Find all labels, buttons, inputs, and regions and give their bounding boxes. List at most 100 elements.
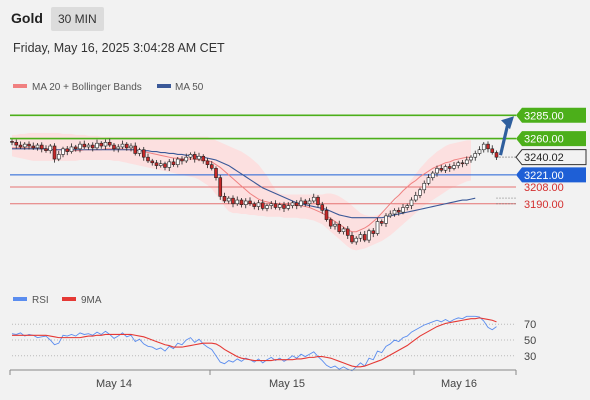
candle <box>86 143 91 150</box>
rsi-tick-label: 50 <box>524 335 536 347</box>
candle <box>486 141 490 153</box>
candle <box>392 208 397 217</box>
candle <box>243 198 248 209</box>
candle <box>307 198 312 208</box>
ma20-legend-swatch <box>13 84 27 88</box>
forecast-arrow-head <box>501 116 514 130</box>
candle <box>188 152 193 160</box>
candle <box>379 219 384 227</box>
candle <box>290 200 295 209</box>
level-label: 3208.00 <box>524 182 564 194</box>
rsi-legend-swatch <box>13 297 27 301</box>
candle <box>231 195 235 208</box>
candle <box>78 141 82 153</box>
level-label: 3260.00 <box>524 134 564 146</box>
candle <box>384 213 388 227</box>
candle <box>116 144 121 153</box>
candle <box>354 236 359 245</box>
x-tick-label: May 16 <box>441 378 477 390</box>
candle <box>316 195 320 208</box>
candle <box>31 142 36 150</box>
candle <box>447 163 452 172</box>
candle <box>282 201 286 212</box>
candle <box>299 197 303 208</box>
candle <box>184 153 189 163</box>
candle <box>95 139 99 150</box>
level-tag-3240.02: 3240.02 <box>515 149 587 166</box>
x-axis: May 14 May 15 May 16 <box>9 370 517 390</box>
candle <box>422 180 427 194</box>
candle <box>39 142 44 153</box>
ma50-legend-label: MA 50 <box>175 82 204 93</box>
candle <box>124 142 129 151</box>
level-tag-3208.00: 3208.00 <box>524 182 564 194</box>
candle <box>14 139 19 149</box>
rsi-ma-legend-swatch <box>62 297 76 301</box>
level-tag-3190.00: 3190.00 <box>524 199 564 211</box>
candle <box>133 142 138 156</box>
candle <box>303 198 308 207</box>
level-label: 3221.00 <box>524 170 564 182</box>
candle <box>129 143 133 152</box>
candle <box>464 156 469 166</box>
rsi-line <box>11 315 497 372</box>
candle <box>61 146 65 158</box>
candle <box>201 154 206 164</box>
candle <box>443 164 448 174</box>
candle <box>430 170 435 181</box>
candle <box>311 193 316 204</box>
candle <box>56 150 61 162</box>
candle <box>405 203 410 211</box>
candle <box>469 155 473 163</box>
candle <box>409 197 414 210</box>
candle <box>22 142 27 150</box>
candle <box>260 199 265 211</box>
level-label: 3285.00 <box>524 110 564 122</box>
candle <box>44 145 48 153</box>
candle <box>163 161 167 171</box>
candle <box>371 227 376 238</box>
candle <box>481 142 486 153</box>
candle <box>388 210 393 218</box>
ma20-legend-label: MA 20 + Bollinger Bands <box>32 82 142 93</box>
candle <box>146 153 150 163</box>
candle <box>107 138 112 148</box>
candle <box>350 231 354 244</box>
candle <box>197 152 201 162</box>
candle <box>167 159 172 171</box>
chart-datetime: Friday, May 16, 2025 3:04:28 AM CET <box>13 41 225 55</box>
ma50-legend-swatch <box>157 84 171 88</box>
candle <box>277 202 282 211</box>
timeframe-button[interactable]: 30 MIN <box>51 7 104 31</box>
candle <box>137 147 142 157</box>
candle <box>90 142 95 152</box>
rsi-ma-line <box>12 317 497 368</box>
candle <box>473 150 478 161</box>
candle <box>65 146 70 156</box>
candle <box>477 146 482 156</box>
candle <box>48 143 53 154</box>
candle <box>150 158 155 166</box>
candle <box>456 160 461 169</box>
rsi-ma-legend-label: 9MA <box>81 295 102 306</box>
candle <box>286 202 291 211</box>
candle <box>269 200 274 210</box>
candle <box>82 140 87 149</box>
candle <box>205 158 210 169</box>
candle <box>345 226 350 239</box>
candle <box>209 161 214 171</box>
candle <box>214 166 218 181</box>
candle <box>52 143 57 163</box>
candle <box>367 228 371 243</box>
candle <box>69 143 74 154</box>
candle <box>435 165 439 177</box>
rsi-tick-label: 70 <box>524 319 536 331</box>
candle <box>358 231 363 242</box>
candle <box>218 174 223 200</box>
candle <box>120 140 125 149</box>
level-tag-3285.00: 3285.00 <box>516 107 586 123</box>
candle <box>401 203 405 215</box>
candle <box>99 141 104 149</box>
candle <box>73 144 78 152</box>
